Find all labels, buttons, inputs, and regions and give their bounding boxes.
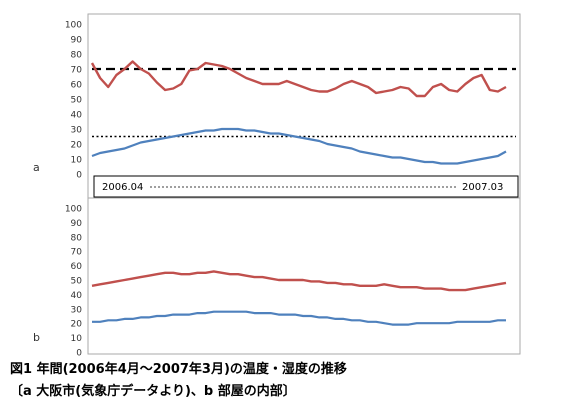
y-tick-label: 0 bbox=[76, 349, 82, 359]
y-tick-label: 30 bbox=[71, 126, 83, 136]
date-range-end: 2007.03 bbox=[462, 182, 503, 193]
y-tick-label: 80 bbox=[71, 51, 83, 61]
series-temperature-line bbox=[92, 310, 506, 326]
y-tick-label: 70 bbox=[71, 248, 83, 258]
y-tick-label: 10 bbox=[71, 334, 83, 344]
y-tick-label: 100 bbox=[65, 205, 82, 215]
y-tick-label: 20 bbox=[71, 141, 83, 151]
panel-a: 0 10 20 30 40 50 60 70 80 90 100 bbox=[65, 21, 516, 181]
y-tick-label: 40 bbox=[71, 111, 83, 121]
y-tick-label: 60 bbox=[71, 81, 83, 91]
y-tick-label: 20 bbox=[71, 320, 83, 330]
figure-caption-line1: 図1 年間(2006年4月～2007年3月)の温度・湿度の推移 bbox=[10, 362, 347, 377]
y-tick-label: 60 bbox=[71, 262, 83, 272]
series-humidity-line bbox=[90, 60, 507, 98]
y-tick-label: 70 bbox=[71, 66, 83, 76]
y-tick-label: 100 bbox=[65, 21, 82, 31]
series-humidity-line bbox=[91, 270, 507, 292]
y-tick-label: 10 bbox=[71, 156, 83, 166]
panel-b-label: b bbox=[33, 331, 40, 344]
y-tick-label: 30 bbox=[71, 305, 83, 315]
y-tick-label: 40 bbox=[71, 291, 83, 301]
series-temperature-line bbox=[91, 127, 507, 165]
date-range-box bbox=[93, 175, 519, 198]
figure-caption-line2: 〔a 大阪市(気象庁データより)、b 部屋の内部〕 bbox=[10, 384, 296, 399]
y-tick-label: 80 bbox=[71, 233, 83, 243]
y-tick-label: 90 bbox=[71, 219, 83, 229]
y-tick-label: 0 bbox=[76, 171, 82, 181]
panel-b: 0 10 20 30 40 50 60 70 80 90 100 bbox=[65, 205, 507, 359]
date-range-start: 2006.04 bbox=[102, 182, 143, 193]
y-tick-label: 50 bbox=[71, 96, 83, 106]
y-tick-label: 90 bbox=[71, 36, 83, 46]
y-tick-label: 50 bbox=[71, 277, 83, 287]
panel-a-label: a bbox=[33, 161, 40, 174]
